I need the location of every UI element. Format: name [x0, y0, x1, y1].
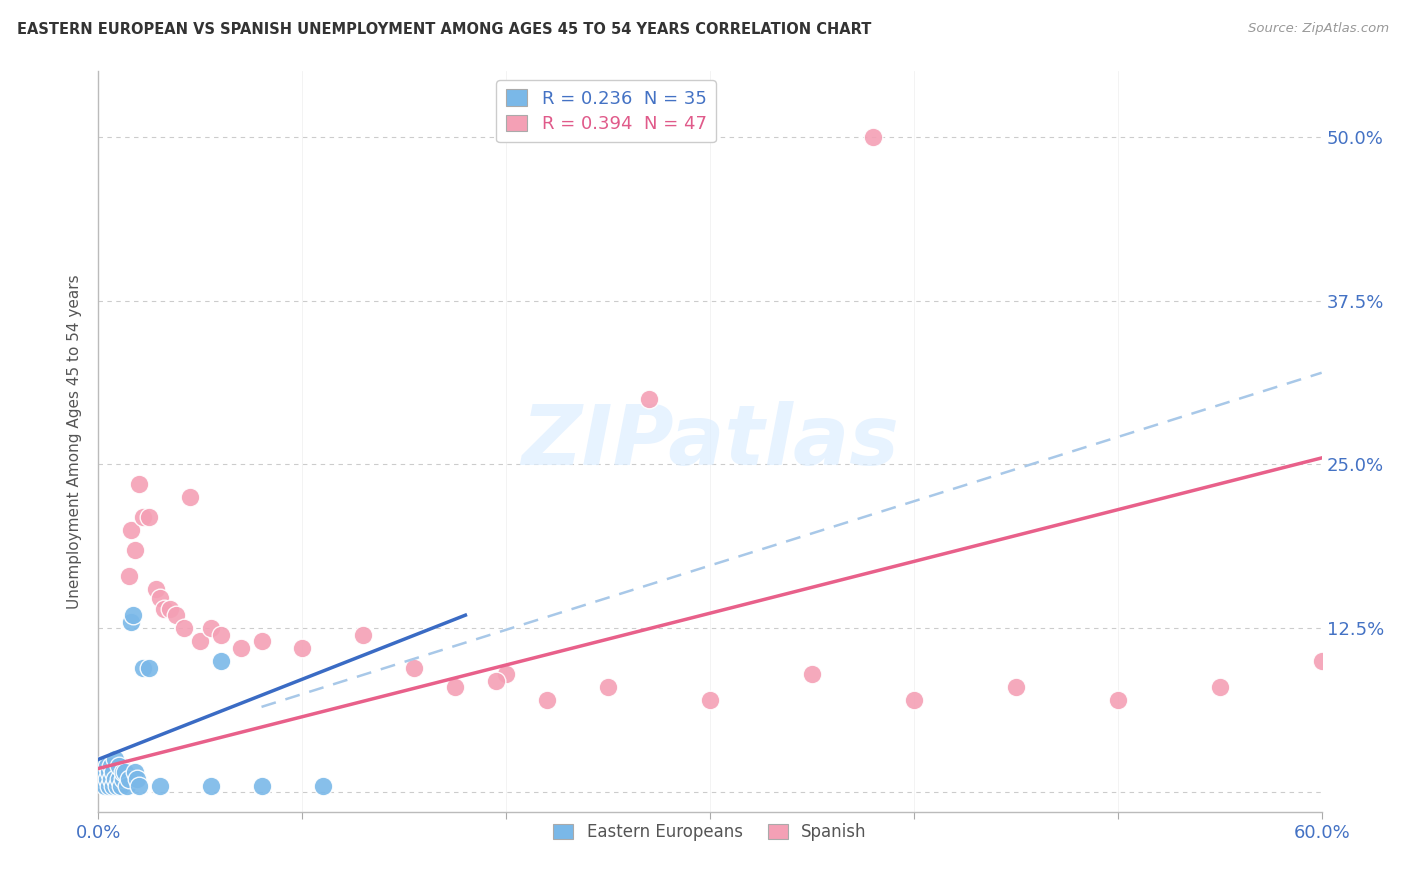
Y-axis label: Unemployment Among Ages 45 to 54 years: Unemployment Among Ages 45 to 54 years	[67, 274, 83, 609]
Point	[104, 752, 127, 766]
Point	[114, 765, 136, 780]
Point	[100, 772, 122, 786]
Point	[111, 772, 134, 786]
Point	[108, 759, 131, 773]
Point	[104, 765, 127, 780]
Point	[352, 628, 374, 642]
Point	[1209, 680, 1232, 694]
Point	[93, 779, 115, 793]
Point	[118, 772, 141, 786]
Point	[100, 759, 122, 773]
Point	[124, 542, 146, 557]
Point	[93, 765, 115, 780]
Point	[96, 759, 118, 773]
Point	[209, 628, 232, 642]
Point	[89, 759, 111, 773]
Point	[138, 509, 160, 524]
Point	[120, 615, 142, 629]
Point	[404, 660, 426, 674]
Point	[124, 765, 146, 780]
Point	[209, 654, 232, 668]
Point	[179, 490, 201, 504]
Point	[149, 591, 172, 606]
Point	[862, 129, 884, 144]
Point	[93, 765, 115, 780]
Point	[132, 509, 155, 524]
Point	[128, 477, 150, 491]
Text: ZIPatlas: ZIPatlas	[522, 401, 898, 482]
Point	[122, 608, 145, 623]
Point	[101, 765, 124, 780]
Point	[250, 779, 273, 793]
Point	[132, 660, 155, 674]
Point	[97, 779, 120, 793]
Point	[108, 772, 131, 786]
Point	[231, 640, 253, 655]
Point	[97, 765, 120, 780]
Point	[152, 601, 174, 615]
Point	[110, 759, 132, 773]
Point	[100, 759, 122, 773]
Point	[149, 779, 172, 793]
Point	[173, 621, 195, 635]
Point	[101, 779, 124, 793]
Point	[1310, 654, 1333, 668]
Point	[536, 693, 558, 707]
Point	[115, 779, 138, 793]
Point	[96, 772, 118, 786]
Point	[291, 640, 314, 655]
Point	[699, 693, 721, 707]
Point	[110, 779, 132, 793]
Point	[105, 779, 128, 793]
Point	[495, 667, 517, 681]
Point	[485, 673, 508, 688]
Legend: Eastern Europeans, Spanish: Eastern Europeans, Spanish	[547, 816, 873, 847]
Point	[120, 523, 142, 537]
Point	[104, 772, 127, 786]
Point	[118, 569, 141, 583]
Point	[105, 779, 128, 793]
Point	[1004, 680, 1026, 694]
Point	[165, 608, 187, 623]
Point	[903, 693, 925, 707]
Point	[138, 660, 160, 674]
Text: Source: ZipAtlas.com: Source: ZipAtlas.com	[1249, 22, 1389, 36]
Point	[312, 779, 335, 793]
Point	[200, 621, 222, 635]
Point	[188, 634, 212, 648]
Point	[598, 680, 620, 694]
Point	[801, 667, 824, 681]
Text: EASTERN EUROPEAN VS SPANISH UNEMPLOYMENT AMONG AGES 45 TO 54 YEARS CORRELATION C: EASTERN EUROPEAN VS SPANISH UNEMPLOYMENT…	[17, 22, 872, 37]
Point	[96, 772, 118, 786]
Point	[1107, 693, 1129, 707]
Point	[91, 759, 114, 773]
Point	[97, 765, 120, 780]
Point	[159, 601, 181, 615]
Point	[101, 772, 124, 786]
Point	[114, 772, 136, 786]
Point	[91, 772, 114, 786]
Point	[145, 582, 167, 596]
Point	[108, 772, 131, 786]
Point	[128, 779, 150, 793]
Point	[200, 779, 222, 793]
Point	[637, 392, 661, 406]
Point	[111, 765, 134, 780]
Point	[444, 680, 467, 694]
Point	[250, 634, 273, 648]
Point	[127, 772, 149, 786]
Point	[111, 765, 134, 780]
